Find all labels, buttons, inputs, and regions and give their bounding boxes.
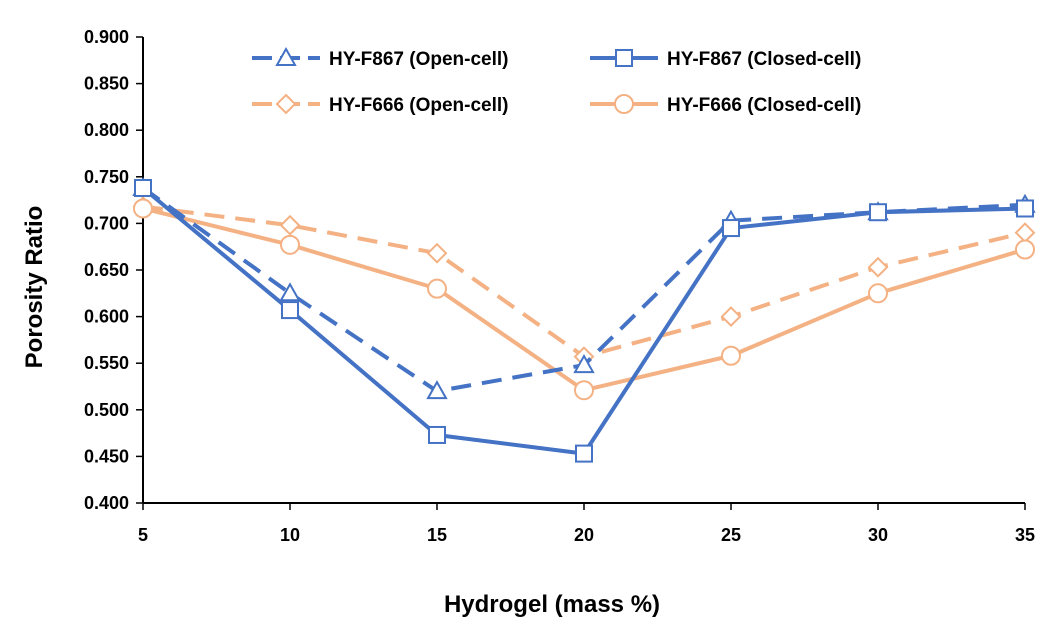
legend-item-2: HY-F666 (Open-cell) (252, 93, 509, 116)
circle-marker (1015, 239, 1035, 260)
square-marker (869, 203, 887, 222)
square-marker (1016, 199, 1034, 218)
x-tick-label: 5 (138, 525, 148, 545)
legend-label: HY-F666 (Closed-cell) (667, 95, 861, 116)
diamond-marker (275, 93, 297, 115)
triangle-marker (426, 380, 448, 400)
triangle-marker (573, 354, 595, 374)
diamond-marker (720, 306, 742, 328)
diamond-marker (279, 214, 301, 236)
square-marker (615, 49, 633, 67)
y-tick-label: 0.750 (84, 167, 129, 187)
square-marker (134, 178, 152, 197)
y-tick-label: 0.500 (84, 400, 129, 420)
series-1 (134, 178, 1034, 463)
square-marker (281, 301, 299, 320)
diamond-marker (1014, 222, 1036, 244)
diamond-marker (867, 256, 889, 278)
triangle-marker (275, 46, 297, 66)
circle-marker (721, 345, 741, 366)
square-marker (428, 425, 446, 444)
y-tick-label: 0.400 (84, 493, 129, 513)
circle-marker (614, 94, 634, 114)
x-axis-title: Hydrogel (mass %) (444, 591, 660, 618)
x-tick-label: 35 (1015, 525, 1035, 545)
y-tick-label: 0.450 (84, 446, 129, 466)
y-axis-title: Porosity Ratio (21, 206, 48, 369)
series-3 (133, 198, 1035, 401)
triangle-marker (279, 282, 301, 302)
y-tick-label: 0.650 (84, 260, 129, 280)
x-tick-label: 30 (868, 525, 888, 545)
diamond-marker (426, 242, 448, 264)
y-tick-label: 0.600 (84, 307, 129, 327)
series-2 (132, 196, 1036, 368)
series-layer (132, 176, 1036, 463)
legend-item-3: HY-F666 (Closed-cell) (590, 94, 861, 116)
square-marker (575, 444, 593, 463)
legend-item-1: HY-F867 (Closed-cell) (590, 49, 861, 70)
circle-marker (574, 380, 594, 401)
x-tick-label: 10 (280, 525, 300, 545)
axes: 0.400 0.450 0.500 0.550 0.600 0.650 0.700 0.750… (84, 27, 1035, 545)
y-tick-label: 0.550 (84, 353, 129, 373)
series-line (141, 186, 1026, 456)
x-tick-label: 15 (427, 525, 447, 545)
legend-label: HY-F867 (Closed-cell) (667, 49, 861, 70)
circle-marker (280, 234, 300, 255)
y-tick-label: 0.900 (84, 27, 129, 47)
circle-marker (868, 283, 888, 304)
x-tick-label: 20 (574, 525, 594, 545)
circle-marker (427, 278, 447, 299)
y-tick-label: 0.850 (84, 74, 129, 94)
legend-label: HY-F666 (Open-cell) (329, 95, 509, 116)
square-marker (722, 219, 740, 238)
x-tick-label: 25 (721, 525, 741, 545)
y-tick-label: 0.800 (84, 120, 129, 140)
legend-label: HY-F867 (Open-cell) (329, 49, 509, 70)
legend-item-0: HY-F867 (Open-cell) (252, 46, 509, 70)
legend: HY-F867 (Open-cell) HY-F867 (Closed-cell)… (252, 46, 861, 116)
y-tick-label: 0.700 (84, 213, 129, 233)
circle-marker (133, 198, 153, 219)
